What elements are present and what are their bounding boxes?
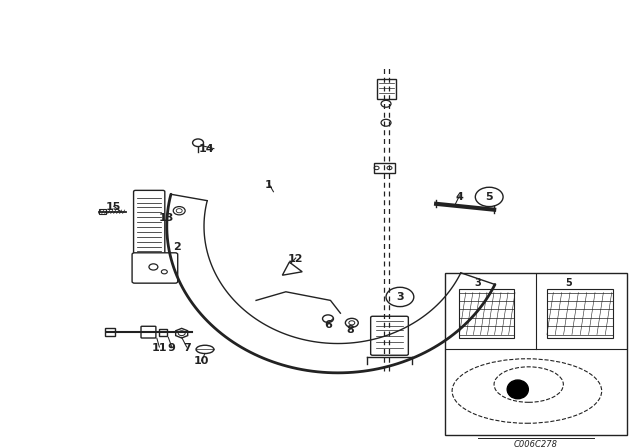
FancyBboxPatch shape (134, 190, 165, 257)
Text: 10: 10 (194, 357, 209, 366)
Text: 3: 3 (474, 278, 481, 288)
Circle shape (349, 321, 355, 325)
Text: 5: 5 (485, 192, 493, 202)
Text: 14: 14 (198, 144, 214, 154)
Bar (376, 78, 396, 99)
Text: 12: 12 (288, 254, 303, 264)
Circle shape (173, 207, 185, 215)
Circle shape (507, 380, 529, 399)
Text: 4: 4 (456, 192, 463, 202)
Text: 5: 5 (566, 278, 572, 288)
FancyBboxPatch shape (132, 253, 178, 283)
Polygon shape (175, 328, 188, 338)
Ellipse shape (196, 345, 214, 353)
Text: 15: 15 (106, 202, 122, 212)
Text: 9: 9 (168, 343, 176, 353)
Circle shape (149, 264, 158, 270)
Text: 8: 8 (346, 325, 354, 335)
Text: 1: 1 (264, 180, 273, 190)
Bar (105, 328, 115, 336)
FancyBboxPatch shape (371, 316, 408, 355)
Circle shape (381, 119, 391, 126)
Circle shape (176, 209, 182, 213)
Text: 13: 13 (159, 213, 175, 223)
Circle shape (346, 319, 358, 327)
Text: 6: 6 (324, 319, 332, 330)
Circle shape (193, 139, 204, 146)
Circle shape (386, 287, 414, 306)
Bar (374, 163, 396, 173)
Bar (159, 329, 167, 336)
Bar (99, 209, 106, 214)
Bar (460, 289, 514, 338)
FancyBboxPatch shape (141, 326, 156, 338)
Circle shape (161, 270, 167, 274)
Text: 3: 3 (396, 292, 404, 302)
Text: 7: 7 (183, 343, 191, 353)
Text: C006C278: C006C278 (514, 440, 558, 448)
Text: 11: 11 (152, 343, 167, 353)
Circle shape (178, 331, 185, 336)
Bar (547, 289, 612, 338)
Circle shape (476, 187, 503, 207)
Polygon shape (282, 262, 302, 275)
Circle shape (323, 315, 333, 323)
Circle shape (381, 100, 391, 107)
Text: 2: 2 (173, 242, 180, 252)
